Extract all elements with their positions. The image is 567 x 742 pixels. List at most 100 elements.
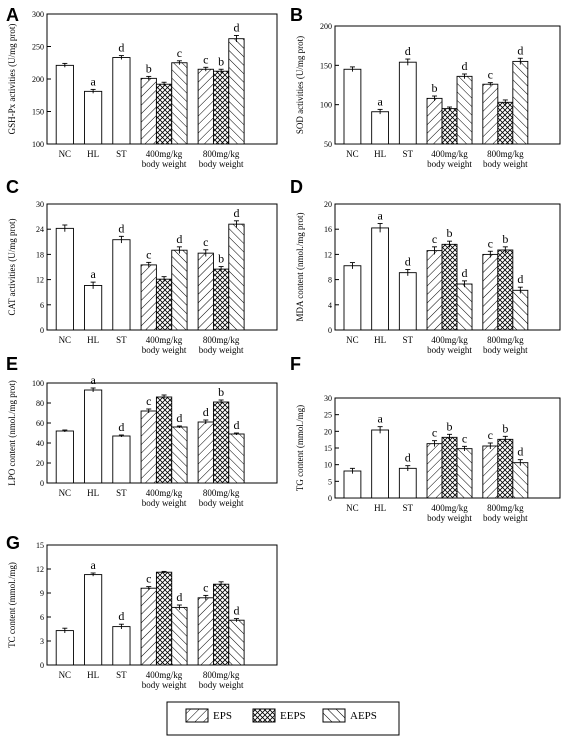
- x-category-label: body weight: [142, 345, 187, 355]
- significance-letter: c: [146, 247, 151, 261]
- y-tick-label: 20: [36, 459, 44, 468]
- y-axis-label: TC content (mmol./mg): [7, 562, 17, 648]
- x-category-label: body weight: [427, 513, 472, 523]
- legend-label-aeps: AEPS: [350, 710, 377, 722]
- significance-letter: c: [146, 394, 151, 408]
- bar-eps: [140, 587, 157, 666]
- significance-letter: c: [488, 428, 493, 442]
- bar-aeps: [456, 448, 473, 499]
- significance-letter: a: [377, 94, 383, 108]
- bar-plain: [84, 389, 103, 484]
- x-category-label: ST: [116, 149, 127, 159]
- bar-plain: [84, 90, 103, 145]
- y-tick-label: 12: [36, 276, 44, 285]
- bar-plain: [112, 435, 131, 484]
- bar-eeps: [155, 571, 173, 666]
- significance-letter: d: [517, 445, 523, 459]
- y-tick-label: 60: [36, 419, 44, 428]
- bar-eeps: [497, 249, 514, 331]
- x-category-label: ST: [116, 335, 127, 345]
- bar-plain: [343, 470, 362, 499]
- x-category-label: NC: [346, 149, 359, 159]
- legend-label-eps: EPS: [213, 710, 232, 722]
- x-category-label: ST: [403, 335, 414, 345]
- bar-plain: [112, 239, 131, 331]
- significance-letter: b: [447, 419, 453, 433]
- y-tick-label: 25: [324, 411, 332, 420]
- bar-aeps: [171, 606, 188, 666]
- x-category-label: body weight: [142, 680, 187, 690]
- bar-plain: [84, 285, 103, 331]
- y-axis-label: SOD activities (U/mg prot): [295, 36, 305, 134]
- bar-eeps: [441, 108, 458, 145]
- x-category-label: ST: [116, 670, 127, 680]
- panel-e: E 0 20 40 60 80 100 LPO content (nmol./mg prot)…: [6, 354, 278, 508]
- legend-label-eeps: EEPS: [280, 710, 306, 722]
- bar-eeps: [212, 583, 230, 666]
- significance-letter: d: [233, 206, 239, 220]
- panel-c: C 0 6 12 18 24 30 CAT activities (U/mg prot) NC a…: [6, 177, 278, 355]
- x-category-label: body weight: [199, 345, 244, 355]
- y-tick-label: 30: [324, 394, 332, 403]
- panel-letter: F: [290, 354, 301, 374]
- bar-plain: [55, 227, 74, 331]
- significance-letter: d: [176, 232, 182, 246]
- bar-eps: [482, 253, 499, 331]
- x-category-label: HL: [87, 149, 99, 159]
- bar-eps: [426, 250, 443, 331]
- significance-letter: d: [118, 420, 124, 434]
- significance-letter: a: [377, 412, 383, 426]
- bar-eps: [197, 597, 214, 666]
- x-category-label: body weight: [142, 498, 187, 508]
- significance-letter: c: [177, 46, 182, 60]
- significance-letter: a: [377, 209, 383, 223]
- bar-eps: [426, 443, 443, 499]
- x-category-label: 400mg/kg: [146, 335, 183, 345]
- bar-plain: [84, 574, 103, 666]
- x-category-label: 800mg/kg: [203, 488, 240, 498]
- y-tick-label: 18: [36, 250, 44, 259]
- y-tick-label: 9: [40, 589, 44, 598]
- bar-plain: [112, 57, 131, 145]
- x-category-label: NC: [59, 149, 72, 159]
- y-tick-label: 6: [40, 301, 44, 310]
- panel-b: B 50 100 150 200 SOD activities (U/mg prot) NC…: [290, 5, 561, 169]
- y-tick-label: 15: [36, 541, 44, 550]
- x-category-label: HL: [87, 488, 99, 498]
- bar-eeps: [155, 83, 173, 145]
- bar-eps: [140, 410, 157, 484]
- bar-aeps: [228, 223, 245, 331]
- y-tick-label: 20: [324, 200, 332, 209]
- bar-aeps: [228, 619, 245, 666]
- x-category-label: 400mg/kg: [146, 149, 183, 159]
- bar-plain: [371, 111, 389, 145]
- y-tick-label: 20: [324, 427, 332, 436]
- y-axis-label: TG content (mmol./mg): [295, 405, 305, 491]
- bar-plain: [371, 227, 389, 331]
- bar-eps: [197, 252, 214, 331]
- x-category-label: HL: [374, 503, 386, 513]
- significance-letter: d: [517, 43, 523, 57]
- y-tick-label: 80: [36, 399, 44, 408]
- y-tick-label: 40: [36, 439, 44, 448]
- bar-eeps: [155, 396, 173, 484]
- bar-eps: [140, 77, 157, 145]
- x-category-label: 800mg/kg: [203, 149, 240, 159]
- significance-letter: c: [432, 426, 437, 440]
- x-category-label: 800mg/kg: [203, 335, 240, 345]
- y-tick-label: 12: [324, 250, 332, 259]
- significance-letter: c: [488, 68, 493, 82]
- y-tick-label: 250: [32, 43, 44, 52]
- significance-letter: d: [233, 418, 239, 432]
- significance-letter: d: [462, 59, 468, 73]
- significance-letter: b: [447, 226, 453, 240]
- y-tick-label: 8: [328, 276, 332, 285]
- x-category-label: body weight: [483, 513, 528, 523]
- y-tick-label: 150: [320, 61, 332, 70]
- significance-letter: c: [146, 572, 151, 586]
- y-tick-label: 200: [320, 22, 332, 31]
- x-category-label: body weight: [199, 159, 244, 169]
- significance-letter: d: [405, 451, 411, 465]
- y-tick-label: 4: [328, 301, 332, 310]
